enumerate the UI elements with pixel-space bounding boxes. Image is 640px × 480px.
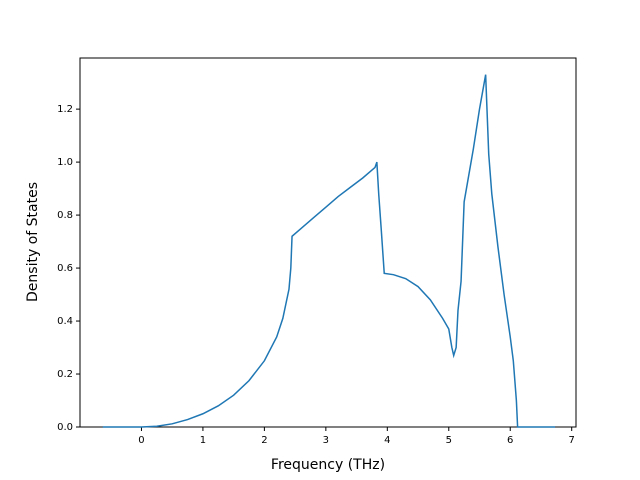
x-tick-label: 0 [138, 435, 144, 446]
x-tick-label: 6 [507, 435, 513, 446]
y-tick-label: 0.2 [57, 369, 73, 380]
x-tick-label: 5 [446, 435, 452, 446]
x-tick-label: 2 [261, 435, 267, 446]
y-tick-label: 1.0 [57, 157, 73, 168]
x-tick-label: 1 [200, 435, 206, 446]
line-series [102, 74, 556, 428]
y-tick-label: 0.0 [57, 422, 73, 433]
x-tick-label: 3 [323, 435, 329, 446]
y-tick-label: 1.2 [57, 104, 73, 115]
y-tick-label: 0.4 [57, 316, 73, 327]
y-axis-label: Density of States [25, 182, 41, 302]
y-tick-label: 0.8 [57, 210, 73, 221]
x-axis-label: Frequency (THz) [271, 457, 385, 473]
plot-frame [79, 57, 577, 428]
y-tick-label: 0.6 [57, 263, 73, 274]
x-tick-label: 4 [384, 435, 390, 446]
x-tick-label: 7 [569, 435, 575, 446]
